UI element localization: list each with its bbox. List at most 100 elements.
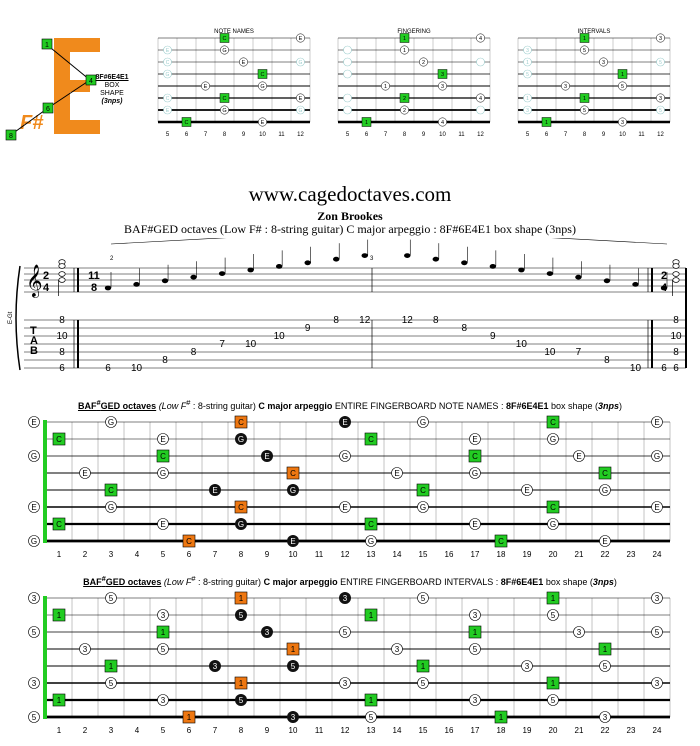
mini-marker	[400, 45, 409, 55]
fret-number: 15	[419, 726, 428, 735]
mini-fret-number: 8	[583, 132, 587, 138]
note-label: 5	[421, 679, 426, 688]
note-marker	[573, 626, 585, 638]
note-label: C	[290, 469, 296, 478]
mini-fret-number: 7	[564, 132, 568, 138]
run-notehead	[575, 274, 582, 280]
logo-small-letter: F#	[20, 112, 44, 134]
mini-fret-number: 8	[223, 132, 227, 138]
run-fret: 10	[516, 339, 528, 350]
note-label: 3	[32, 679, 37, 688]
note-marker	[52, 517, 66, 531]
mini-label: G	[222, 108, 226, 114]
fret-number: 4	[135, 550, 140, 559]
time-signature-1-top: 2	[43, 270, 49, 282]
time-signature-3-top: 2	[661, 270, 667, 282]
note-marker	[157, 433, 169, 445]
note-marker	[261, 450, 273, 462]
note-marker	[157, 609, 169, 621]
note-marker	[417, 416, 429, 428]
run-notehead	[161, 278, 169, 284]
note-marker	[79, 467, 91, 479]
mini-ghost-marker	[523, 45, 532, 55]
note-label: 3	[265, 628, 270, 637]
note-label: C	[602, 469, 608, 478]
note-label: E	[576, 452, 581, 461]
fret-number: 23	[627, 550, 636, 559]
mini-ghost-marker	[476, 105, 485, 115]
note-marker	[599, 484, 611, 496]
note-label: E	[654, 418, 659, 427]
note-marker	[339, 677, 351, 689]
mini-fret-number: 10	[619, 132, 626, 138]
mini-label: E	[299, 96, 303, 102]
note-label: 1	[551, 679, 556, 688]
fret-number: 3	[109, 726, 114, 735]
note-label: G	[368, 537, 374, 546]
mini-label: 1	[384, 84, 387, 90]
note-marker	[209, 660, 221, 672]
note-label: 1	[239, 679, 244, 688]
note-label: 5	[343, 628, 348, 637]
note-marker	[417, 592, 429, 604]
note-label: 1	[239, 594, 244, 603]
fingerboard-intervals: 1 2 3 4 5 6 7 8 9 10 11 12 13 14 15 16 17 18 19 20 21 22 23 243…	[28, 591, 671, 735]
mini-marker	[220, 105, 229, 115]
note-marker	[391, 643, 403, 655]
note-label: G	[550, 520, 556, 529]
mini-ghost-label: 5	[659, 108, 662, 114]
mini-ghost-label: C	[166, 60, 170, 66]
run-notehead	[133, 282, 140, 287]
note-marker	[651, 501, 663, 513]
run-fret: 10	[274, 331, 286, 342]
note-marker	[365, 711, 377, 723]
note-marker	[494, 710, 508, 724]
note-label: C	[56, 435, 62, 444]
note-marker	[286, 466, 300, 480]
fret-number: 24	[653, 550, 662, 559]
run-fret: 8	[333, 315, 339, 326]
mini-label: 3	[441, 84, 444, 90]
mini-title: FINGERING	[397, 29, 431, 35]
mini-ghost-marker	[656, 57, 665, 67]
logo-line-box: BOX	[104, 82, 120, 89]
logo-line-shape: SHAPE	[100, 90, 124, 97]
mini-fret-number: 6	[185, 132, 189, 138]
note-marker	[339, 450, 351, 462]
mini-marker	[437, 69, 448, 79]
mini-marker	[656, 93, 665, 103]
run-notehead	[603, 278, 611, 284]
note-label: 3	[161, 611, 166, 620]
mini-ghost-marker	[163, 45, 172, 55]
note-marker	[182, 534, 196, 548]
note-marker	[52, 608, 66, 622]
fret-number: 1	[57, 726, 62, 735]
mini-marker	[476, 93, 485, 103]
mini-fret-number: 6	[545, 132, 549, 138]
note-marker	[651, 592, 663, 604]
note-label: 3	[83, 645, 88, 654]
mini-label: 4	[479, 96, 482, 102]
fret-number: 2	[83, 550, 88, 559]
note-marker	[286, 642, 300, 656]
note-label: 3	[525, 662, 530, 671]
note-label: G	[238, 435, 244, 444]
note-label: G	[654, 452, 660, 461]
note-label: 1	[369, 696, 374, 705]
fret-number: 22	[601, 726, 610, 735]
note-label: C	[186, 537, 192, 546]
mini-fret-number: 10	[259, 132, 266, 138]
note-marker	[416, 659, 430, 673]
note-marker	[651, 450, 663, 462]
mini-fret-number: 10	[439, 132, 446, 138]
mini-marker	[400, 105, 409, 115]
fret-number: 16	[445, 550, 454, 559]
note-label: 5	[421, 594, 426, 603]
mini-label: E	[242, 60, 246, 66]
note-marker	[521, 660, 533, 672]
mini-fret-number: 8	[403, 132, 407, 138]
mini-ghost-marker	[163, 105, 172, 115]
fret-number: 24	[653, 726, 662, 735]
note-label: 3	[577, 628, 582, 637]
